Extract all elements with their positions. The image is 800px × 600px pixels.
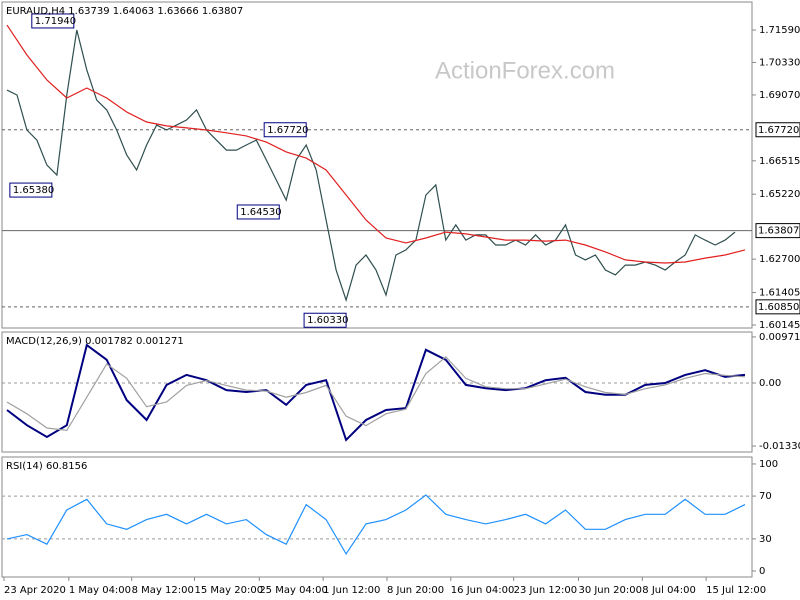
y-tick-label: 1.61405	[759, 288, 800, 299]
panel-title: RSI(14) 60.8156	[6, 461, 87, 472]
watermark: ActionForex.com	[435, 57, 615, 84]
panel-frame	[1, 331, 753, 453]
y-tick-label: -0.013302	[759, 441, 800, 452]
y-tick-label: 1.69070	[759, 90, 800, 101]
series-line	[6, 24, 746, 264]
y-tick-label: 1.62700	[759, 254, 800, 265]
x-tick-label: 23 Apr 2020	[4, 585, 66, 596]
x-tick-label: 8 May 12:00	[132, 585, 194, 596]
x-tick-label: 15 Jul 12:00	[706, 585, 766, 596]
x-tick-label: 25 May 04:00	[259, 585, 328, 596]
x-tick-label: 1 May 04:00	[69, 585, 131, 596]
y-tick-label: 30	[759, 534, 772, 545]
annotation-box	[236, 204, 280, 220]
annotation-label: 1.60330	[307, 315, 348, 326]
annotation-box	[9, 182, 53, 198]
y-tick-label: 1.65220	[759, 189, 800, 200]
annotation-label: 1.65380	[13, 185, 54, 196]
y-tick-label: 0.00	[759, 378, 781, 389]
y-tick-label: 70	[759, 491, 772, 502]
x-tick-label: 15 May 20:00	[194, 585, 263, 596]
level-label: 1.67720	[758, 125, 799, 136]
annotation-label: 1.67720	[267, 125, 308, 136]
panel-title: EURAUD,H4 1.63739 1.64063 1.63666 1.6380…	[6, 6, 243, 17]
x-tick-label: 30 Jun 20:00	[578, 585, 642, 596]
series-line	[6, 494, 746, 556]
level-label-box	[755, 299, 800, 315]
level-label: 1.60850	[758, 302, 799, 313]
y-tick-label: 0	[759, 566, 765, 577]
x-tick-label: 23 Jun 12:00	[514, 585, 578, 596]
annotation-label: 1.64530	[240, 207, 281, 218]
y-tick-label: 1.60145	[759, 320, 800, 331]
y-tick-label: 0.009713	[759, 332, 800, 343]
y-tick-label: 100	[759, 459, 778, 470]
annotation-box	[303, 312, 347, 328]
x-tick-label: 16 Jun 04:00	[451, 585, 515, 596]
series-line	[6, 29, 736, 303]
x-tick-label: 1 Jun 12:00	[323, 585, 380, 596]
x-tick-label: 8 Jun 20:00	[387, 585, 444, 596]
x-tick-label: 8 Jul 04:00	[642, 585, 696, 596]
level-label-box	[755, 122, 800, 138]
series-line	[6, 356, 746, 432]
level-label-box	[755, 223, 800, 239]
panel-frame	[1, 1, 753, 329]
y-tick-label: 1.66515	[759, 156, 800, 167]
panel-frame	[1, 456, 753, 578]
annotation-label: 1.71940	[35, 16, 76, 27]
y-tick-label: 1.70330	[759, 57, 800, 68]
level-label: 1.63807	[758, 226, 799, 237]
annotation-box	[31, 13, 75, 29]
annotation-box	[263, 122, 307, 138]
y-tick-label: 1.71590	[759, 25, 800, 36]
series-line	[6, 343, 746, 442]
panel-title: MACD(12,26,9) 0.001782 0.001271	[6, 336, 184, 347]
